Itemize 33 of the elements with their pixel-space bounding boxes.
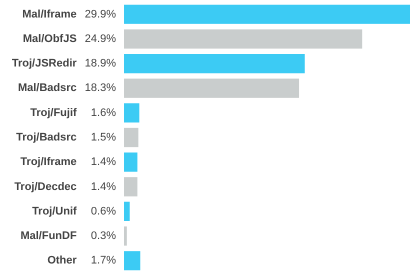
bar: [124, 29, 362, 49]
y-tick-label: Mal/ObfJS: [22, 32, 77, 45]
data-label: 1.5%: [90, 132, 116, 144]
data-label: 1.4%: [90, 156, 116, 168]
y-tick-label: Troj/Unif: [32, 205, 77, 218]
data-label: 18.3%: [84, 82, 116, 94]
bar: [124, 226, 127, 246]
y-tick-label: Troj/JSRedir: [12, 58, 78, 70]
bar: [124, 4, 410, 24]
data-label: 0.6%: [90, 205, 116, 218]
bar: [124, 103, 140, 122]
data-label: 18.9%: [84, 58, 116, 70]
bar: [124, 251, 140, 270]
bar: [124, 54, 305, 74]
bar: [124, 202, 130, 222]
bar: [124, 152, 138, 172]
y-tick-label: Mal/Badsrc: [18, 82, 77, 94]
data-label: 1.7%: [90, 254, 116, 267]
data-label: 29.9%: [84, 8, 116, 20]
data-label: 1.6%: [90, 106, 116, 119]
bar: [124, 78, 300, 98]
data-label: 1.4%: [90, 180, 116, 193]
y-tick-label: Troj/Badsrc: [16, 132, 77, 144]
y-tick-label: Mal/FunDF: [20, 230, 77, 242]
y-tick-label: Troj/Iframe: [20, 156, 77, 168]
y-tick-label: Mal/Iframe: [22, 8, 77, 20]
data-label: 0.3%: [90, 230, 116, 242]
y-tick-label: Troj/Decdec: [14, 180, 77, 193]
y-tick-label: Troj/Fujif: [30, 106, 77, 119]
y-tick-label: Other: [47, 254, 78, 267]
bar: [124, 177, 138, 196]
data-label: 24.9%: [84, 32, 116, 45]
bar: [124, 128, 138, 148]
